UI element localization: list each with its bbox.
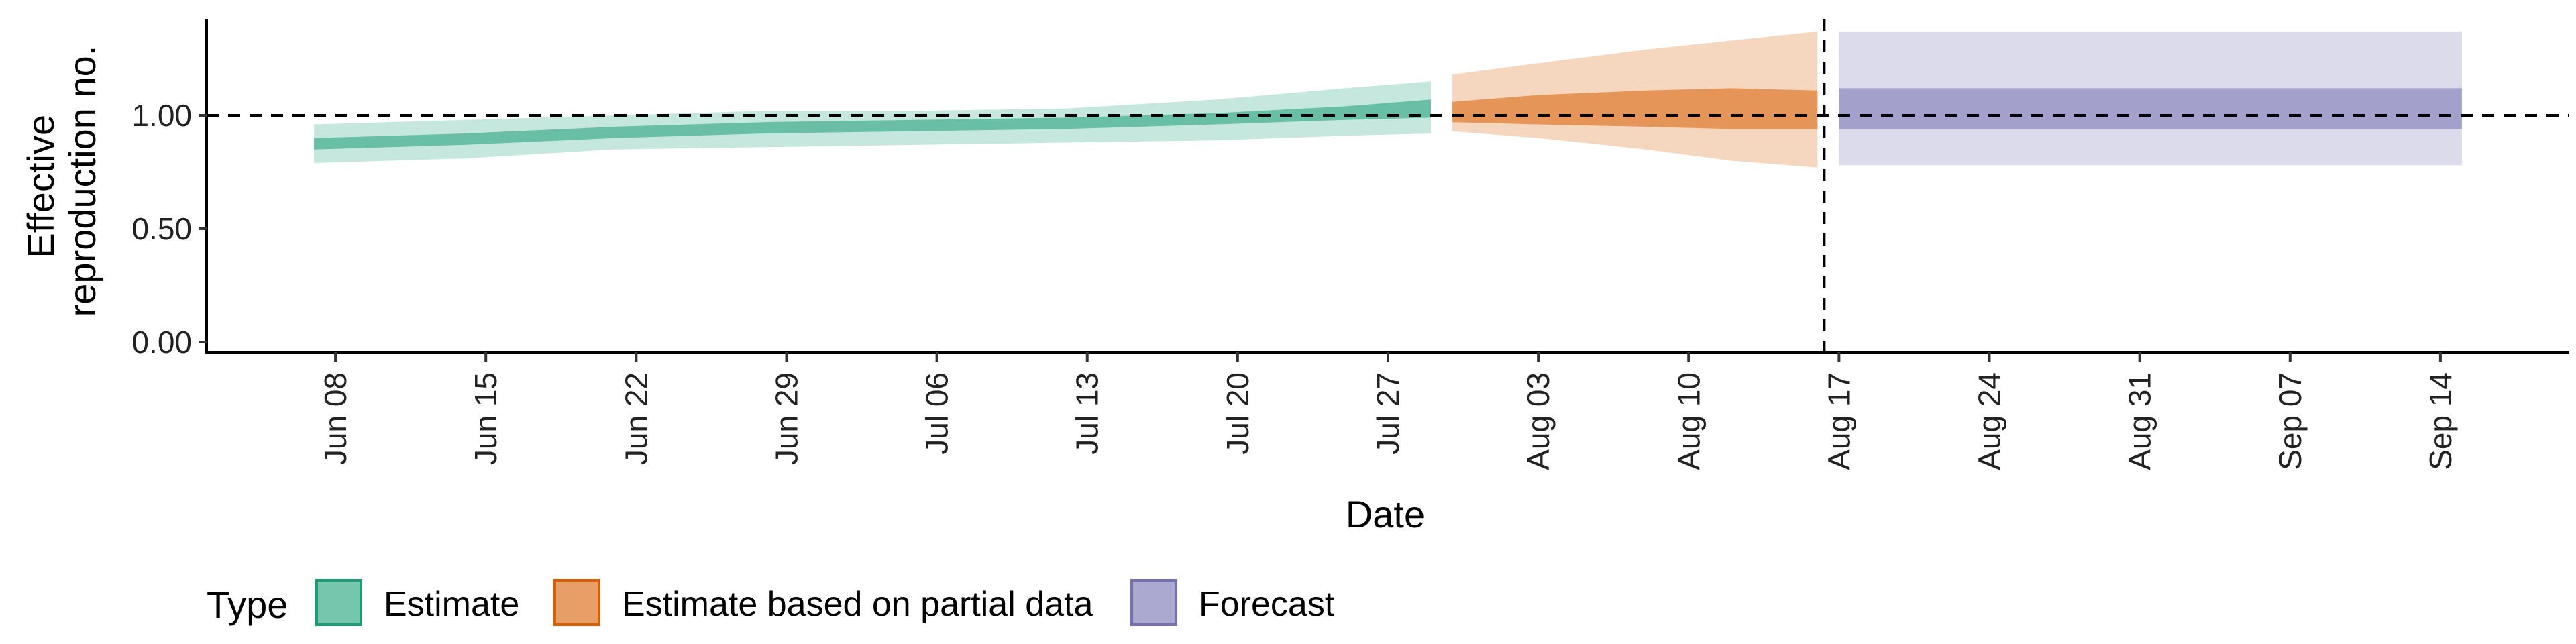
x-tick-label: Aug 10 <box>1671 372 1706 470</box>
x-tick-label: Jun 29 <box>769 372 804 465</box>
reference-lines <box>207 19 2569 352</box>
x-tick-label: Jul 13 <box>1070 372 1105 455</box>
y-axis-ticks: 0.00 0.50 1.00 <box>131 98 207 360</box>
y-axis-title-line-2: reproduction no. <box>61 46 103 317</box>
y-axis-title: Effective reproduction no. <box>19 46 103 317</box>
legend-label-1: Estimate based on partial data <box>622 585 1093 624</box>
x-tick-label: Aug 03 <box>1521 372 1556 470</box>
x-tick-label: Jul 20 <box>1220 372 1255 455</box>
x-tick-label: Jun 08 <box>318 372 353 465</box>
legend-swatch-0 <box>315 579 362 626</box>
legend-label-0: Estimate <box>384 585 519 624</box>
y-tick-label: 0.50 <box>131 211 192 246</box>
legend-swatch-1 <box>553 579 600 626</box>
y-tick-label: 0.00 <box>131 325 192 360</box>
plot-area <box>314 31 2462 168</box>
x-tick-label: Jul 27 <box>1371 372 1405 455</box>
legend-swatch-2 <box>1130 579 1177 626</box>
y-tick-label: 1.00 <box>131 98 192 133</box>
x-tick-label: Sep 14 <box>2423 372 2458 470</box>
x-axis-title: Date <box>1346 493 1425 535</box>
legend: Type Estimate Estimate based on partial d… <box>207 579 1335 626</box>
series-1-band-50 <box>1452 88 1818 129</box>
y-axis-title-line-1: Effective <box>19 115 62 258</box>
x-tick-label: Jul 06 <box>920 372 955 455</box>
x-tick-label: Aug 17 <box>1821 372 1856 470</box>
x-tick-label: Jun 22 <box>619 372 653 465</box>
x-tick-label: Jun 15 <box>468 372 503 465</box>
series-2-band-50 <box>1839 88 2462 129</box>
x-axis-ticks: Jun 08 Jun 15 Jun 22 Jun 29 Jul 06 Jul 13 Jul … <box>318 352 2458 470</box>
series-0-band-50 <box>314 99 1432 150</box>
x-tick-label: Sep 07 <box>2273 372 2308 470</box>
legend-title: Type <box>207 584 288 626</box>
x-tick-label: Aug 31 <box>2123 372 2157 470</box>
legend-label-2: Forecast <box>1199 585 1335 624</box>
x-tick-label: Aug 24 <box>1972 372 2007 470</box>
